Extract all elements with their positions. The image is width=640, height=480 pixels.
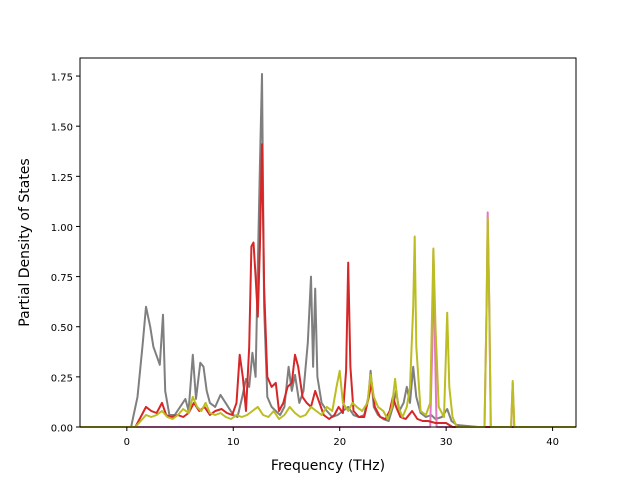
y-tick-label: 1.75 xyxy=(51,73,73,84)
plot-background xyxy=(80,58,576,427)
x-tick-label: 30 xyxy=(440,437,453,448)
x-tick-label: 0 xyxy=(124,437,130,448)
y-axis-title: Partial Density of States xyxy=(17,158,33,326)
y-tick-label: 0.25 xyxy=(51,373,73,384)
x-axis-ticks: 0 10 20 30 40 xyxy=(124,427,559,448)
y-tick-label: 1.50 xyxy=(51,123,73,134)
plot-frame xyxy=(79,57,577,428)
y-axis-ticks: 0.00 0.25 0.50 0.75 1.00 1.25 1.50 1.75 xyxy=(51,73,80,435)
y-tick-label: 0.00 xyxy=(51,424,73,435)
y-tick-label: 0.75 xyxy=(51,273,73,284)
series-line-1 xyxy=(80,73,576,428)
series-line-4 xyxy=(80,217,576,428)
series-layer xyxy=(80,73,576,428)
y-tick-label: 0.50 xyxy=(51,323,73,334)
x-tick-label: 10 xyxy=(227,437,240,448)
x-axis-title: Frequency (THz) xyxy=(271,458,385,474)
x-tick-label: 40 xyxy=(546,437,559,448)
x-tick-label: 20 xyxy=(333,437,346,448)
y-tick-label: 1.25 xyxy=(51,173,73,184)
y-tick-label: 1.00 xyxy=(51,223,73,234)
